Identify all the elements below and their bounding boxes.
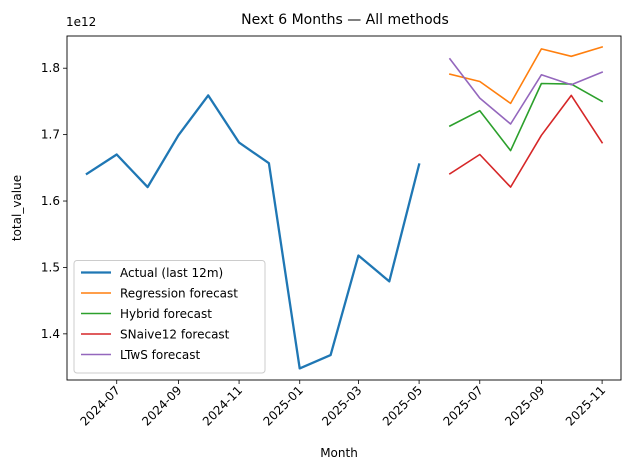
chart-title: Next 6 Months — All methods (241, 12, 449, 28)
series-line-0 (85, 94, 421, 370)
y-tick-label: 1.6 (41, 194, 60, 208)
series-line-1 (448, 46, 604, 105)
y-tick-label: 1.4 (41, 327, 60, 341)
plot-frame (66, 35, 622, 381)
legend-label: SNaive12 forecast (120, 328, 230, 342)
y-tick-label: 1.5 (41, 260, 60, 274)
y-axis-offset-label: 1e12 (66, 15, 96, 29)
legend: Actual (last 12m) Regression forecast Hybr… (73, 260, 266, 374)
x-axis-label: Month (320, 446, 358, 460)
series-line-4 (448, 57, 604, 125)
y-tick-label: 1.7 (41, 128, 60, 142)
legend-label: Hybrid forecast (120, 307, 212, 321)
legend-label: LTwS forecast (120, 348, 200, 362)
legend-box (73, 260, 266, 374)
series-line-2 (448, 82, 604, 152)
y-tick-label: 1.8 (41, 61, 60, 75)
legend-label: Regression forecast (120, 287, 238, 301)
y-axis-label: total_value (10, 175, 24, 241)
series-line-3 (448, 94, 604, 188)
legend-label: Actual (last 12m) (120, 266, 223, 280)
